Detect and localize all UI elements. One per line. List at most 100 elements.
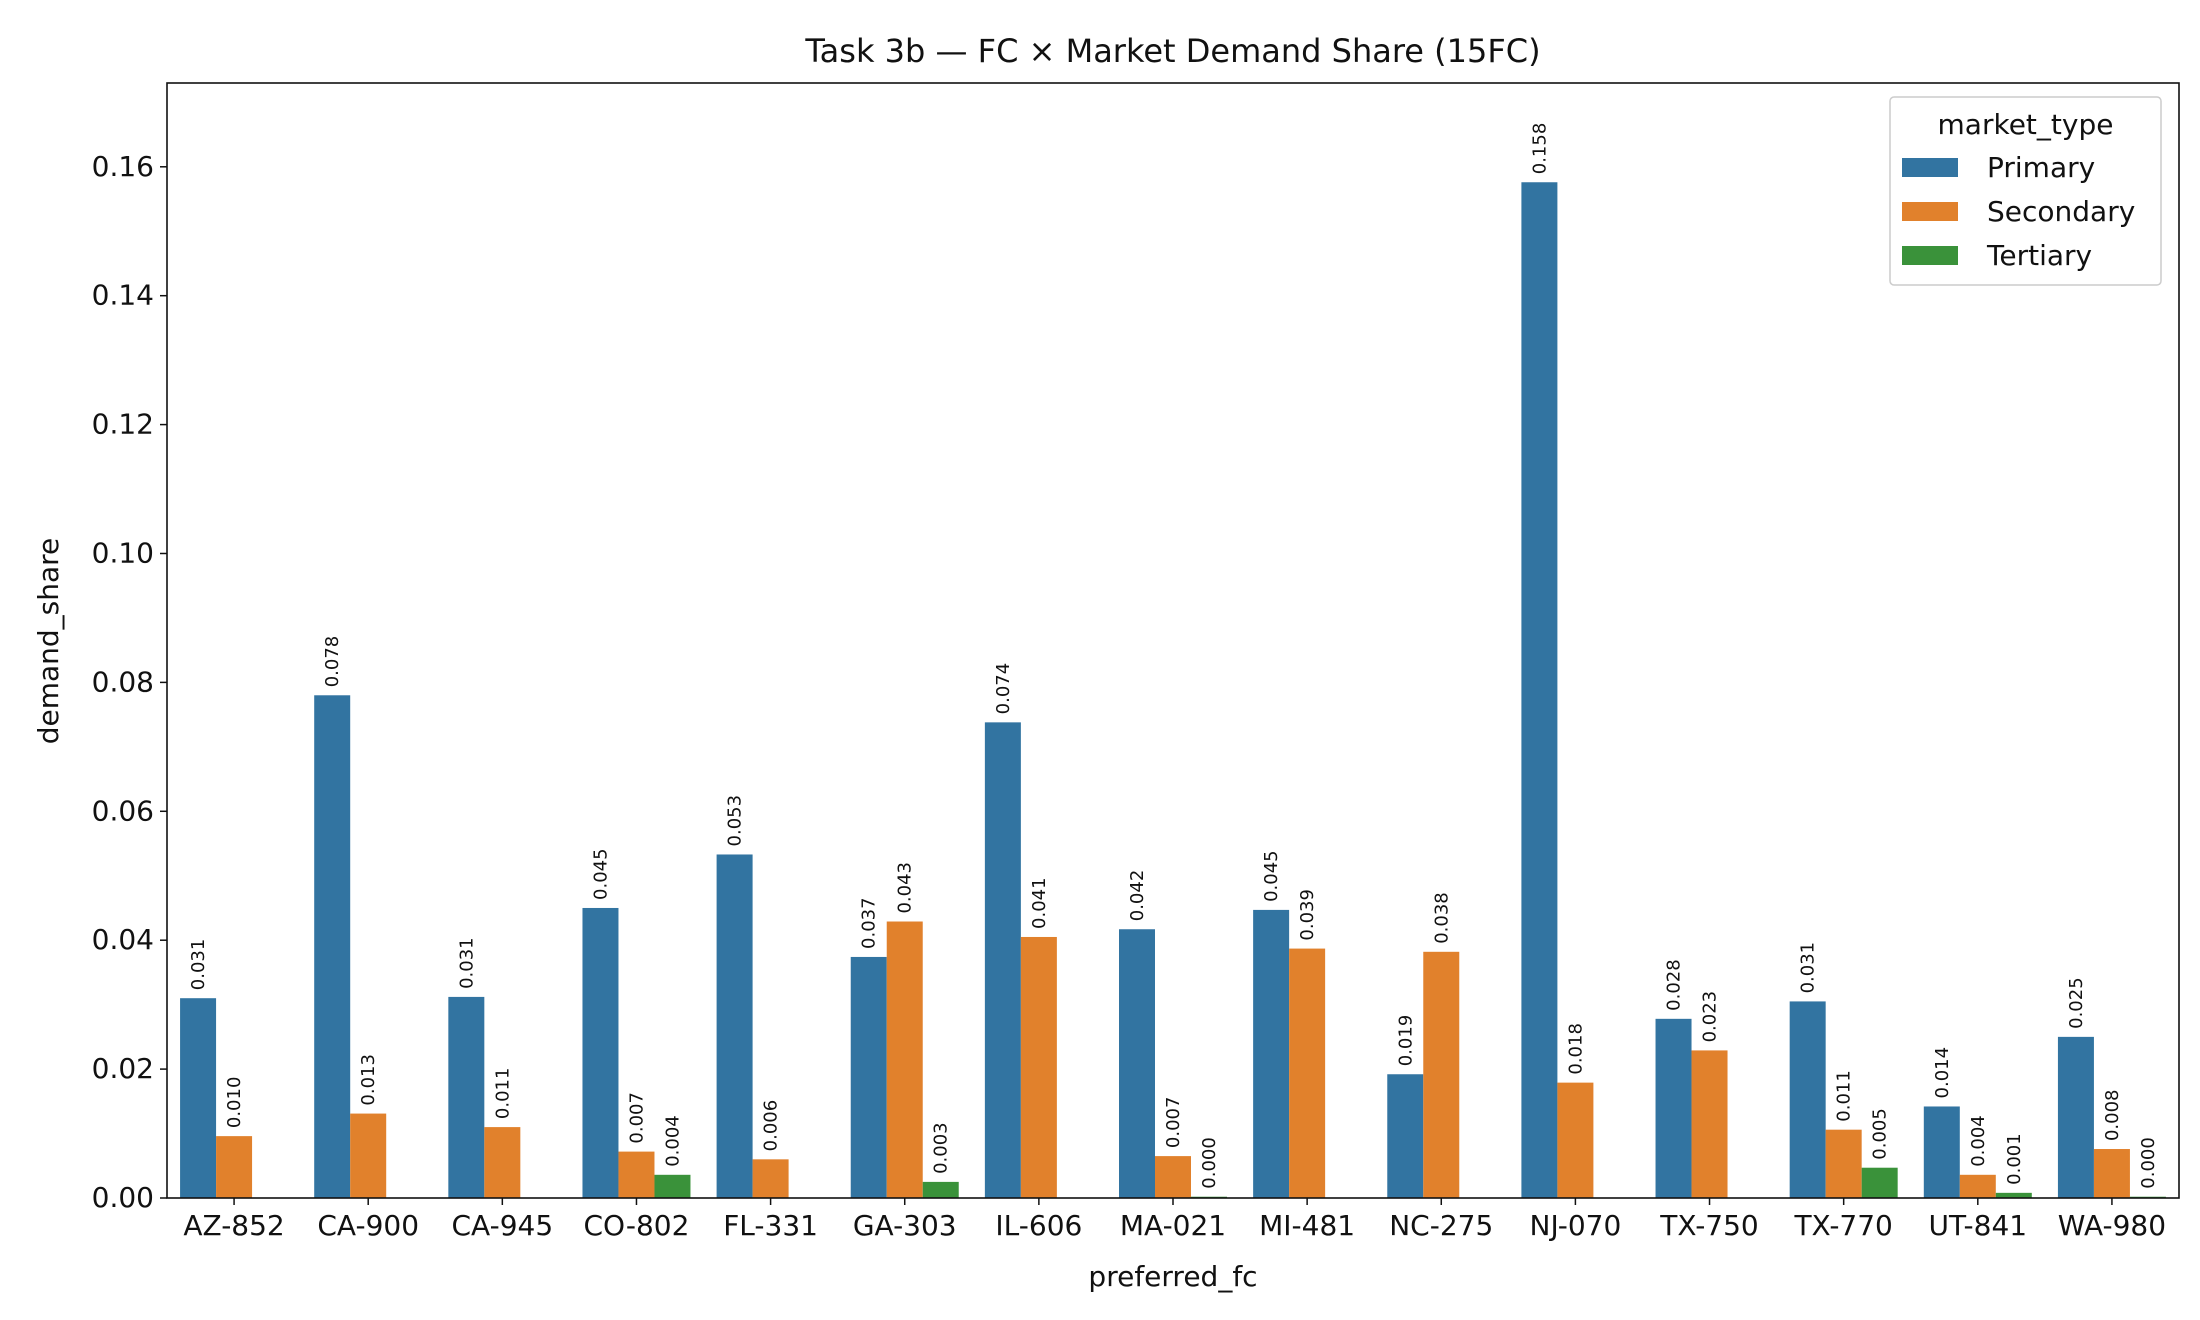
value-label-secondary-tx-770: 0.011 [1834,1070,1855,1122]
bar-secondary-nj-070 [1557,1082,1594,1198]
value-label-secondary-il-606: 0.041 [1029,877,1050,929]
value-label-primary-co-802: 0.045 [590,848,611,900]
plot-area [180,182,2166,1198]
bar-secondary-il-606 [1020,936,1057,1198]
bar-primary-ma-021 [1119,929,1155,1198]
bar-secondary-ut-841 [1959,1174,1996,1198]
y-tick-label-0: 0.00 [92,1181,154,1214]
bar-primary-az-852 [180,998,217,1198]
bar-secondary-ma-021 [1155,1156,1191,1198]
x-tick-label-nc-275: NC-275 [1389,1209,1493,1242]
legend-swatch-primary [1902,158,1958,177]
value-label-tertiary-wa-980: 0.000 [2138,1137,2159,1189]
bar-secondary-az-852 [216,1136,253,1198]
x-tick-label-ca-900: CA-900 [317,1209,419,1242]
bar-primary-il-606 [984,722,1021,1198]
legend-label-tertiary: Tertiary [1986,239,2092,272]
bar-secondary-mi-481 [1289,948,1326,1198]
legend-swatch-tertiary [1902,246,1958,265]
value-label-primary-nc-275: 0.019 [1395,1015,1416,1067]
value-label-primary-ca-945: 0.031 [456,937,477,989]
value-label-tertiary-co-802: 0.004 [662,1115,683,1167]
value-label-primary-fl-331: 0.053 [725,795,746,847]
x-tick-label-ma-021: MA-021 [1120,1209,1226,1242]
value-label-primary-ut-841: 0.014 [1932,1047,1953,1099]
x-axis-label: preferred_fc [1088,1260,1257,1293]
value-label-primary-nj-070: 0.158 [1529,123,1550,175]
legend-label-secondary: Secondary [1987,195,2135,228]
x-tick-label-tx-750: TX-750 [1659,1209,1758,1242]
value-label-secondary-az-852: 0.010 [224,1077,245,1129]
value-label-primary-ca-900: 0.078 [322,636,343,688]
bar-secondary-tx-750 [1691,1050,1728,1198]
chart-title: Task 3b — FC × Market Demand Share (15FC… [804,32,1540,70]
x-tick-label-co-802: CO-802 [584,1209,690,1242]
legend-swatch-secondary [1902,202,1958,221]
legend-label-primary: Primary [1987,151,2095,184]
bar-value-labels: 0.031 0.010 0.078 0.013 0.031 0.011 0.045 0.007… [188,123,2159,1189]
x-tick-label-az-852: AZ-852 [183,1209,284,1242]
y-tick-label-2: 0.04 [92,923,154,956]
x-tick-label-nj-070: NJ-070 [1530,1209,1622,1242]
legend-title: market_type [1938,108,2114,141]
bar-primary-ca-900 [314,695,351,1198]
bar-primary-nj-070 [1521,182,1558,1198]
y-tick-label-8: 0.16 [92,150,154,183]
bar-secondary-co-802 [618,1151,655,1198]
value-label-secondary-fl-331: 0.006 [761,1100,782,1152]
value-label-secondary-co-802: 0.007 [626,1092,647,1144]
bar-primary-ut-841 [1923,1106,1960,1198]
bar-tertiary-tx-770 [1861,1167,1898,1198]
x-tick-label-fl-331: FL-331 [723,1209,818,1242]
plot-frame [166,82,2180,1199]
value-label-secondary-ma-021: 0.007 [1163,1097,1184,1149]
bar-primary-wa-980 [2057,1036,2094,1198]
bar-secondary-fl-331 [752,1159,789,1198]
y-tick-label-6: 0.12 [92,408,154,441]
bar-secondary-ga-303 [886,921,923,1198]
value-label-primary-il-606: 0.074 [993,663,1014,715]
x-tick-label-tx-770: TX-770 [1793,1209,1892,1242]
bar-primary-fl-331 [716,854,753,1198]
y-tick-label-5: 0.10 [92,536,154,569]
y-tick-label-3: 0.06 [92,794,154,827]
bar-primary-ga-303 [850,956,887,1198]
x-tick-label-ca-945: CA-945 [452,1209,554,1242]
y-tick-label-4: 0.08 [92,665,154,698]
bar-primary-mi-481 [1253,909,1290,1198]
value-label-primary-wa-980: 0.025 [2066,977,2087,1029]
bar-primary-co-802 [582,907,619,1198]
bar-primary-tx-750 [1655,1018,1692,1198]
bar-primary-nc-275 [1387,1074,1424,1198]
bar-primary-tx-770 [1789,1001,1826,1198]
value-label-tertiary-ut-841: 0.001 [2004,1133,2025,1185]
value-label-secondary-wa-980: 0.008 [2102,1089,2123,1141]
value-label-secondary-mi-481: 0.039 [1297,889,1318,941]
bar-secondary-ca-900 [350,1113,387,1198]
legend: market_type Primary Secondary Tertiary [1889,96,2162,286]
value-label-secondary-ga-303: 0.043 [895,862,916,914]
value-label-primary-tx-750: 0.028 [1664,959,1685,1011]
bar-primary-ca-945 [448,996,485,1198]
axes: AZ-852 CA-900 CA-945 CO-802 FL-331 GA-303 IL-6… [92,82,2180,1242]
bar-tertiary-ga-303 [922,1181,959,1198]
x-tick-label-wa-980: WA-980 [2058,1209,2166,1242]
value-label-secondary-ut-841: 0.004 [1968,1115,1989,1167]
bar-secondary-wa-980 [2093,1149,2130,1198]
bar-secondary-tx-770 [1825,1129,1862,1198]
value-label-secondary-tx-750: 0.023 [1700,991,1721,1043]
bar-secondary-ca-945 [484,1127,521,1198]
value-label-secondary-ca-900: 0.013 [358,1054,379,1106]
x-tick-label-ut-841: UT-841 [1929,1209,2028,1242]
value-label-tertiary-ma-021: 0.000 [1199,1137,1220,1189]
value-label-secondary-nj-070: 0.018 [1565,1023,1586,1075]
value-label-primary-mi-481: 0.045 [1261,850,1282,902]
bar-secondary-nc-275 [1423,951,1460,1198]
value-label-primary-ga-303: 0.037 [859,897,880,949]
x-tick-label-ga-303: GA-303 [853,1209,957,1242]
x-tick-label-il-606: IL-606 [995,1209,1082,1242]
value-label-primary-tx-770: 0.031 [1798,942,1819,994]
value-label-tertiary-tx-770: 0.005 [1870,1108,1891,1160]
